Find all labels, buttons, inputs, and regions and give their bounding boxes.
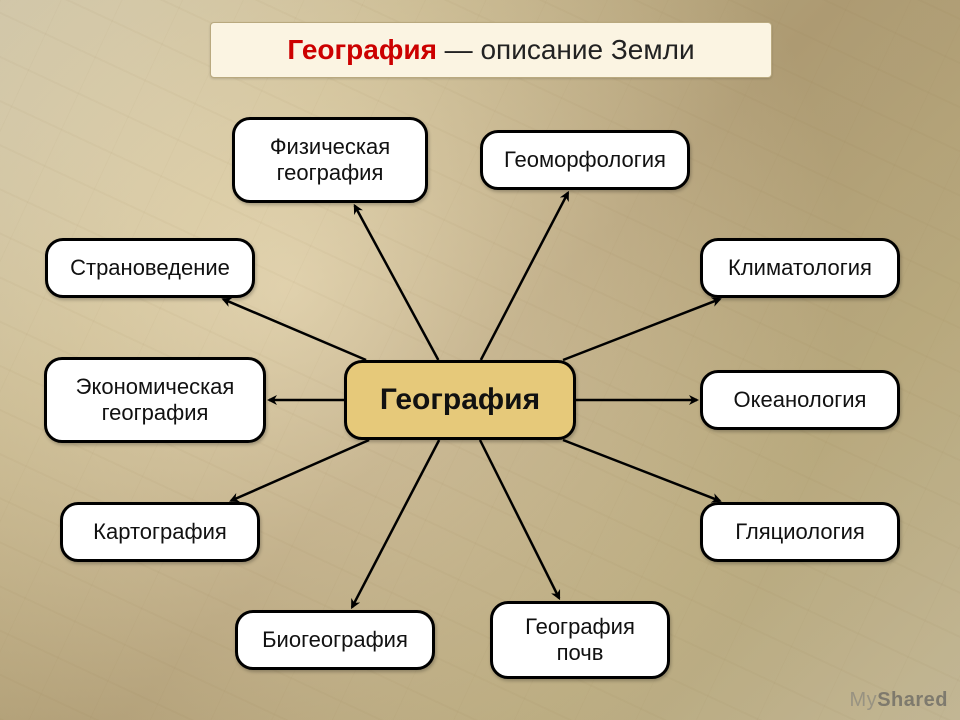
branch-node-phys: Физическая география	[232, 117, 428, 203]
node-label: Страноведение	[70, 255, 230, 281]
node-label: Картография	[93, 519, 227, 545]
title-text: География — описание Земли	[287, 34, 694, 66]
branch-node-glaci: Гляциология	[700, 502, 900, 562]
arrow-to-geom	[481, 193, 568, 360]
node-label: География	[380, 382, 540, 418]
diagram-stage: География — описание Земли География Физи…	[0, 0, 960, 720]
watermark-plain: My	[850, 689, 878, 711]
branch-node-econ: Экономическая география	[44, 357, 266, 443]
node-label: Экономическая география	[76, 374, 235, 427]
node-label: Океанология	[734, 387, 867, 413]
arrow-to-glaci	[563, 440, 720, 501]
title-separator: —	[437, 34, 481, 65]
node-label: Гляциология	[735, 519, 865, 545]
branch-node-geom: Геоморфология	[480, 130, 690, 190]
branch-node-strano: Страноведение	[45, 238, 255, 298]
node-label: Геоморфология	[504, 147, 666, 173]
node-label: Климатология	[728, 255, 872, 281]
watermark-bold: Shared	[877, 689, 948, 711]
branch-node-klim: Климатология	[700, 238, 900, 298]
center-node: География	[344, 360, 576, 440]
branch-node-bio: Биогеография	[235, 610, 435, 670]
node-label: Биогеография	[262, 627, 408, 653]
branch-node-pochv: География почв	[490, 601, 670, 679]
branch-node-karto: Картография	[60, 502, 260, 562]
arrow-to-strano	[223, 299, 366, 360]
arrow-to-karto	[231, 440, 369, 501]
arrow-to-klim	[563, 299, 720, 360]
node-label: Физическая география	[270, 134, 390, 187]
arrow-to-bio	[352, 440, 439, 607]
title-box: География — описание Земли	[210, 22, 772, 78]
title-prefix: География	[287, 34, 437, 65]
branch-node-ocean: Океанология	[700, 370, 900, 430]
watermark: MyShared	[850, 689, 948, 712]
arrow-to-phys	[355, 206, 439, 360]
title-suffix: описание Земли	[480, 34, 694, 65]
node-label: География почв	[525, 614, 635, 667]
arrow-to-pochv	[480, 440, 559, 598]
